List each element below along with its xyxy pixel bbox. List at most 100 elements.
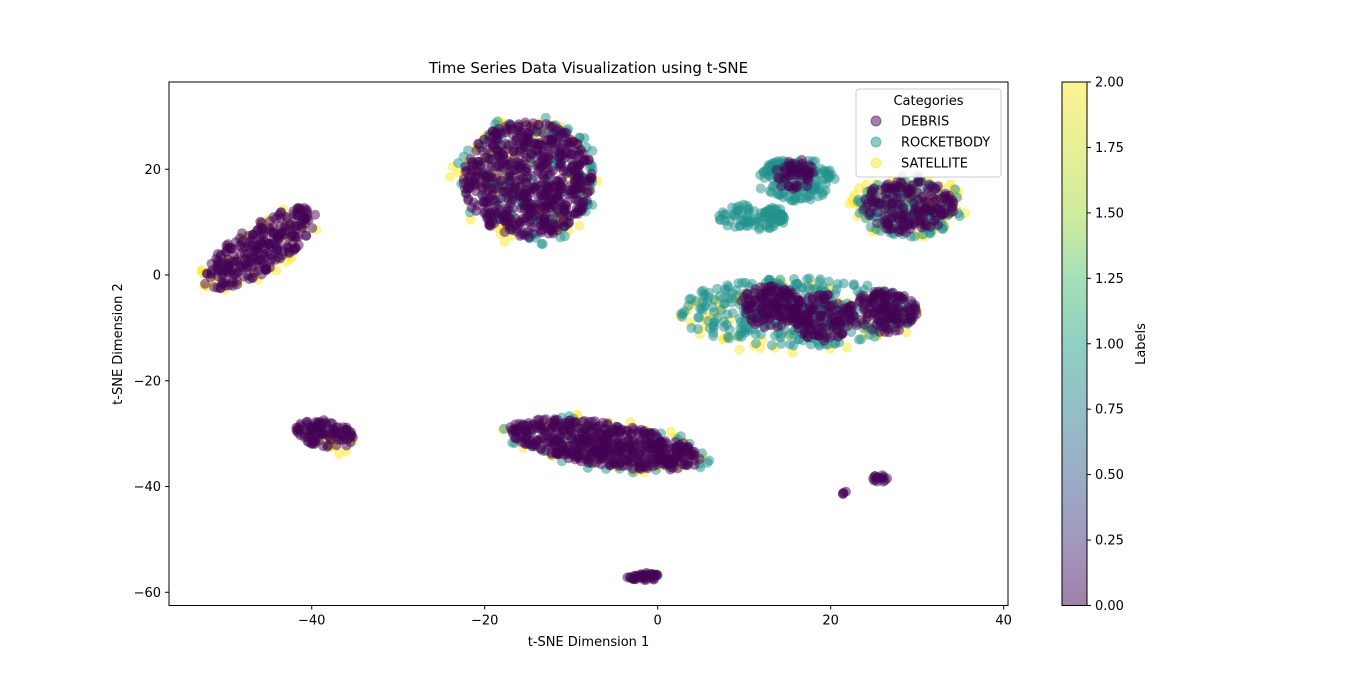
point-debris — [518, 188, 529, 199]
point-debris — [903, 302, 914, 313]
colorbar-label: Labels — [1134, 323, 1149, 365]
point-debris — [740, 304, 751, 315]
point-debris — [579, 416, 590, 426]
x-tick-label: −40 — [298, 614, 325, 629]
point-debris — [793, 298, 804, 309]
point-debris — [775, 311, 786, 322]
point-debris — [776, 296, 786, 307]
point-debris — [922, 197, 933, 208]
point-debris — [864, 210, 875, 221]
point-rocketbody — [832, 279, 843, 290]
point-debris — [876, 197, 887, 208]
point-debris — [784, 285, 795, 296]
point-debris — [634, 449, 645, 460]
point-debris — [272, 234, 283, 245]
point-debris — [837, 329, 848, 339]
point-debris — [890, 291, 901, 302]
point-debris — [651, 441, 662, 452]
point-debris — [568, 185, 579, 196]
point-rocketbody — [764, 186, 775, 197]
point-debris — [600, 434, 610, 445]
point-rocketbody — [755, 170, 766, 180]
point-debris — [502, 211, 513, 222]
point-debris — [866, 298, 877, 309]
point-debris — [563, 418, 574, 429]
point-debris — [501, 124, 512, 135]
point-debris — [290, 243, 301, 254]
point-debris — [872, 218, 883, 229]
point-debris — [577, 183, 588, 193]
point-debris — [265, 216, 276, 227]
point-debris — [482, 152, 492, 163]
point-rocketbody — [768, 221, 779, 232]
point-debris — [573, 166, 584, 177]
colorbar-ticks: 0.00 0.25 0.50 0.75 1.00 1.25 1.50 1.75 2.00 — [1087, 76, 1124, 614]
point-debris — [237, 228, 248, 239]
point-debris — [501, 188, 512, 199]
point-debris — [526, 206, 536, 217]
point-debris — [574, 423, 584, 434]
point-debris — [260, 252, 271, 263]
point-rocketbody — [814, 276, 825, 287]
colorbar-tick-label: 0.00 — [1095, 599, 1124, 614]
point-debris — [869, 475, 880, 486]
point-debris — [739, 292, 750, 302]
point-debris — [506, 157, 516, 168]
point-debris — [825, 332, 835, 343]
point-debris — [680, 459, 691, 470]
point-satellite — [734, 344, 745, 355]
point-rocketbody — [677, 311, 688, 322]
point-debris — [539, 159, 550, 170]
point-debris — [570, 194, 581, 205]
point-debris — [289, 230, 300, 241]
y-axis: −60 −40 −20 0 20 — [134, 163, 169, 601]
point-rocketbody — [862, 280, 873, 291]
point-debris — [487, 138, 498, 149]
point-debris — [766, 286, 777, 297]
point-debris — [471, 186, 481, 197]
legend-marker-debris — [870, 115, 882, 127]
point-debris — [297, 223, 307, 234]
point-rocketbody — [724, 333, 735, 344]
point-debris — [567, 136, 578, 147]
point-debris — [941, 190, 952, 201]
point-debris — [309, 430, 320, 441]
point-debris — [939, 208, 950, 219]
point-debris — [806, 305, 817, 316]
point-rocketbody — [731, 285, 742, 296]
point-satellite — [445, 171, 456, 182]
point-rocketbody — [856, 334, 867, 345]
point-rocketbody — [809, 283, 820, 294]
point-debris — [574, 149, 585, 160]
point-debris — [916, 222, 927, 233]
point-debris — [638, 427, 649, 438]
point-debris — [602, 418, 613, 429]
legend-marker-rocketbody — [870, 136, 882, 148]
point-debris — [768, 299, 779, 310]
y-tick-label: −40 — [134, 480, 161, 495]
point-debris — [570, 175, 580, 186]
point-debris — [622, 572, 633, 583]
point-debris — [911, 305, 921, 316]
colorbar: 0.00 0.25 0.50 0.75 1.00 1.25 1.50 1.75 2.00 Lab… — [1061, 76, 1149, 614]
point-debris — [563, 217, 574, 228]
point-rocketbody — [751, 338, 761, 349]
point-debris — [545, 195, 556, 206]
point-debris — [573, 208, 584, 219]
point-debris — [767, 310, 778, 321]
point-debris — [547, 226, 558, 237]
point-debris — [496, 140, 507, 151]
point-rocketbody — [734, 201, 745, 212]
point-debris — [759, 313, 769, 324]
point-debris — [895, 209, 906, 220]
x-tick-label: 20 — [822, 614, 839, 629]
legend-box — [855, 88, 1002, 178]
x-tick-label: −20 — [471, 614, 498, 629]
point-rocketbody — [537, 239, 548, 249]
point-debris — [545, 168, 556, 179]
point-debris — [876, 473, 887, 484]
point-debris — [825, 301, 836, 311]
point-rocketbody — [740, 327, 751, 338]
point-debris — [536, 424, 547, 435]
